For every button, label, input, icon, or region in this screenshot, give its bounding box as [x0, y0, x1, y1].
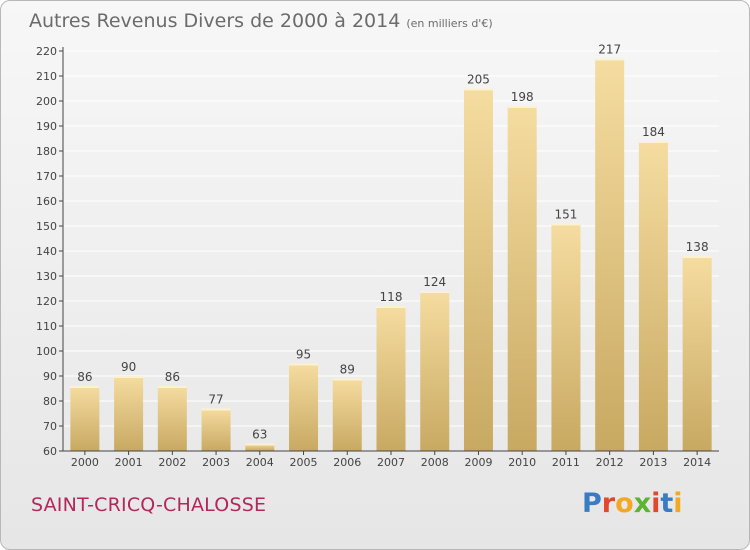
x-tick-label: 2014	[683, 456, 711, 469]
bar-highlight	[463, 88, 493, 91]
x-tick-label: 2001	[115, 456, 143, 469]
data-label: 184	[642, 125, 665, 139]
bar-highlight	[682, 256, 712, 258]
bar-highlight	[638, 141, 668, 143]
data-label: 205	[467, 73, 490, 87]
y-tick-label: 210	[36, 70, 57, 83]
bar	[70, 386, 100, 451]
y-tick-label: 110	[36, 320, 57, 333]
bar	[507, 106, 537, 451]
bar	[201, 408, 231, 451]
x-tick-label: 2008	[421, 456, 449, 469]
y-tick-label: 70	[43, 420, 57, 433]
chart-title: Autres Revenus Divers de 2000 à 2014 (en …	[29, 10, 493, 32]
proxiti-logo: Proxiti	[582, 488, 683, 519]
bar	[332, 378, 362, 451]
y-tick-label: 200	[36, 95, 57, 108]
data-label: 138	[686, 240, 709, 254]
logo-letter: i	[673, 488, 683, 519]
logo-letter: r	[601, 488, 616, 519]
bar-highlight	[376, 306, 406, 308]
bar	[289, 363, 319, 451]
x-tick-label: 2004	[246, 456, 274, 469]
bar	[420, 291, 450, 451]
data-label: 90	[121, 360, 136, 374]
bar-highlight	[289, 363, 319, 366]
y-tick-label: 180	[36, 145, 57, 158]
data-label: 95	[296, 348, 311, 362]
logo-letter: x	[633, 488, 652, 519]
chart-subtitle: (en milliers d'€)	[406, 17, 493, 30]
y-tick-label: 130	[36, 270, 57, 283]
bar-highlight	[595, 58, 625, 61]
x-tick-label: 2009	[464, 456, 492, 469]
x-tick-label: 2013	[639, 456, 667, 469]
data-label: 217	[598, 43, 621, 57]
data-label: 124	[423, 275, 446, 289]
y-tick-label: 170	[36, 170, 57, 183]
y-tick-label: 140	[36, 245, 57, 258]
chart-title-text: Autres Revenus Divers de 2000 à 2014	[29, 10, 401, 32]
bar-highlight	[157, 386, 187, 388]
bar-highlight	[420, 291, 450, 293]
bar	[376, 306, 406, 451]
commune-name: SAINT-CRICQ-CHALOSSE	[31, 494, 267, 516]
bar	[157, 386, 187, 451]
x-tick-label: 2000	[71, 456, 99, 469]
data-label: 63	[252, 428, 267, 442]
y-tick-label: 220	[36, 45, 57, 58]
bar-highlight	[332, 378, 362, 381]
bar-highlight	[245, 443, 275, 446]
bar	[551, 223, 581, 451]
bar-highlight	[201, 408, 231, 411]
bar	[682, 256, 712, 451]
y-tick-label: 80	[43, 395, 57, 408]
x-tick-label: 2002	[158, 456, 186, 469]
bar	[245, 443, 275, 451]
data-label: 118	[380, 290, 403, 304]
x-tick-label: 2011	[552, 456, 580, 469]
logo-letter: t	[660, 488, 674, 519]
bar-highlight	[114, 376, 144, 378]
data-label: 77	[208, 393, 223, 407]
y-tick-label: 60	[43, 445, 57, 458]
y-tick-label: 190	[36, 120, 57, 133]
x-tick-label: 2012	[596, 456, 624, 469]
bar	[114, 376, 144, 451]
x-tick-label: 2005	[290, 456, 318, 469]
data-label: 86	[77, 370, 92, 384]
bar	[638, 141, 668, 451]
x-tick-label: 2003	[202, 456, 230, 469]
bar	[595, 58, 625, 451]
y-tick-label: 160	[36, 195, 57, 208]
x-tick-label: 2007	[377, 456, 405, 469]
y-tick-label: 100	[36, 345, 57, 358]
data-label: 198	[511, 90, 534, 104]
bar-highlight	[507, 106, 537, 108]
logo-letter: i	[651, 488, 661, 519]
bar-highlight	[551, 223, 581, 226]
bar-highlight	[70, 386, 100, 388]
y-tick-label: 120	[36, 295, 57, 308]
data-label: 89	[340, 363, 355, 377]
data-label: 86	[165, 370, 180, 384]
y-tick-label: 90	[43, 370, 57, 383]
logo-letter: o	[615, 488, 634, 519]
bar	[463, 88, 493, 451]
x-tick-label: 2006	[333, 456, 361, 469]
x-tick-label: 2010	[508, 456, 536, 469]
logo-letter: P	[582, 488, 602, 519]
data-label: 151	[554, 208, 577, 222]
y-tick-label: 150	[36, 220, 57, 233]
